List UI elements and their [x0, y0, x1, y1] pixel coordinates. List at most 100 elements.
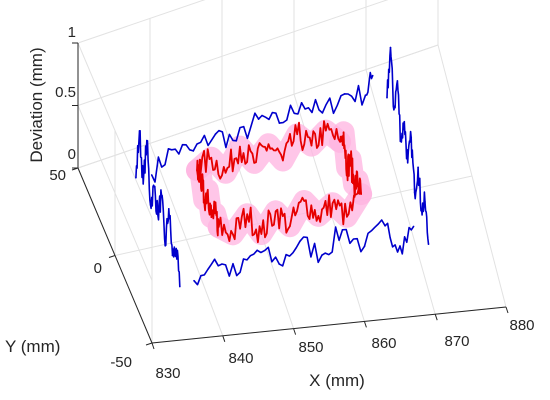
- data-point-outer_right-1: [389, 46, 392, 49]
- data-point-outer_left-8: [164, 245, 166, 247]
- x-tick-label: 840: [228, 350, 253, 367]
- data-point-inner_right-4: [353, 183, 355, 186]
- data-point-outer_left-2: [142, 183, 144, 185]
- data-point-inner_back-2: [224, 172, 227, 174]
- data-point-outer_left-0: [135, 177, 137, 179]
- data-point-outer_right-12: [427, 243, 430, 245]
- data-point-outer_back-5: [257, 118, 260, 120]
- data-point-outer_front-0: [193, 279, 195, 282]
- x-axis-label: X (mm): [309, 371, 365, 390]
- data-point-inner_right-1: [342, 131, 345, 134]
- data-point-outer_front-10: [399, 245, 401, 247]
- data-point-outer_front-7: [341, 229, 344, 231]
- data-point-outer_back-2: [192, 150, 195, 152]
- data-point-inner_front-2: [246, 213, 248, 215]
- back-wall-grid-line: [77, 0, 389, 106]
- data-point-inner_back-1: [210, 156, 213, 159]
- back-wall-grid-line: [77, 0, 206, 44]
- data-point-outer_back-8: [321, 112, 324, 114]
- data-point-outer_left-4: [149, 204, 152, 206]
- data-point-outer_right-7: [410, 136, 413, 139]
- data-point-inner_right-5: [356, 179, 359, 181]
- series-line-outer_left: [135, 130, 181, 287]
- data-point-outer_right-8: [413, 191, 416, 194]
- data-point-outer_left-6: [157, 213, 159, 216]
- data-point-outer_back-9: [343, 93, 346, 95]
- x-tick-mark: [293, 328, 297, 335]
- data-point-inner_front-6: [303, 200, 306, 202]
- data-point-inner_back-6: [282, 159, 284, 162]
- data-point-inner_front-9: [346, 216, 348, 218]
- data-point-outer_front-9: [384, 225, 386, 227]
- data-point-outer_back-4: [235, 140, 238, 142]
- data-point-outer_front-6: [321, 254, 323, 256]
- data-point-inner_left-1: [199, 171, 202, 174]
- series-line-outer_front: [193, 219, 415, 286]
- data-point-outer_right-4: [400, 139, 402, 142]
- data-point-outer_front-8: [363, 245, 366, 248]
- x-tick-label: 860: [371, 335, 396, 352]
- data-point-outer_front-1: [213, 258, 216, 261]
- series-line-outer_right: [386, 46, 430, 245]
- data-point-inner_back-9: [325, 129, 327, 132]
- data-point-outer_front-11: [412, 225, 415, 228]
- y-axis-label: Y (mm): [5, 337, 60, 356]
- y-tick-mark: [145, 342, 153, 346]
- x-tick-label: 830: [155, 365, 180, 382]
- data-point-inner_front-3: [260, 233, 263, 235]
- x-tick-mark: [151, 342, 155, 350]
- data-point-outer_left-5: [153, 185, 155, 188]
- data-point-outer_left-11: [175, 247, 177, 250]
- x-tick-mark: [363, 321, 367, 328]
- x-tick-label: 850: [298, 339, 323, 356]
- data-point-inner_front-8: [331, 202, 334, 204]
- data-point-outer_right-9: [417, 166, 419, 169]
- data-point-inner_back-5: [267, 143, 270, 145]
- data-point-outer_right-3: [396, 80, 399, 82]
- data-point-outer_back-6: [278, 122, 281, 124]
- data-point-inner_front-5: [289, 225, 291, 227]
- data-point-outer_back-3: [214, 133, 217, 135]
- data-point-inner_front-7: [317, 215, 320, 217]
- data-point-inner_left-2: [203, 199, 205, 201]
- data-point-inner_front-1: [232, 233, 234, 236]
- z-tick-label: 1: [68, 24, 76, 41]
- data-point-outer_left-12: [179, 285, 181, 288]
- data-point-inner_left-6: [217, 226, 220, 228]
- y-tick-label: 50: [49, 167, 66, 184]
- y-tick-mark: [108, 255, 116, 258]
- x-tick-mark: [505, 306, 509, 314]
- data-point-inner_right-3: [349, 158, 352, 161]
- data-point-outer_front-3: [256, 249, 259, 252]
- axes-layer: [71, 42, 509, 350]
- data-point-outer_left-1: [138, 130, 141, 132]
- data-point-inner_front-4: [274, 210, 277, 213]
- data-point-outer_left-3: [146, 139, 148, 142]
- data-point-outer_front-4: [278, 263, 281, 265]
- data-point-inner_back-3: [239, 145, 241, 148]
- data-point-inner_left-5: [214, 212, 216, 215]
- data-point-outer_left-9: [168, 208, 170, 210]
- data-point-outer_back-0: [150, 174, 153, 176]
- x-axis-line: [151, 306, 507, 344]
- x-tick-mark: [434, 314, 438, 321]
- data-point-outer_right-2: [393, 109, 395, 111]
- data-point-inner_right-0: [339, 141, 341, 143]
- side-wall-grid-line: [77, 105, 153, 281]
- data-point-inner_left-3: [207, 189, 209, 191]
- x-tick-label: 880: [509, 317, 534, 334]
- y-tick-label: -50: [110, 354, 132, 371]
- z-tick-label: 0.5: [55, 84, 76, 101]
- z-axis-label: Deviation (mm): [27, 47, 46, 162]
- data-point-outer_right-10: [420, 208, 423, 211]
- series-layer: [135, 46, 430, 288]
- x-tick-mark: [222, 335, 226, 342]
- data-point-inner_right-6: [360, 193, 362, 195]
- data-point-outer_back-7: [300, 102, 303, 104]
- data-point-outer_left-10: [171, 254, 174, 257]
- data-point-inner_left-4: [210, 216, 213, 218]
- x-tick-label: 870: [444, 333, 469, 350]
- data-point-inner_left-0: [196, 169, 198, 171]
- data-point-outer_back-10: [364, 94, 367, 96]
